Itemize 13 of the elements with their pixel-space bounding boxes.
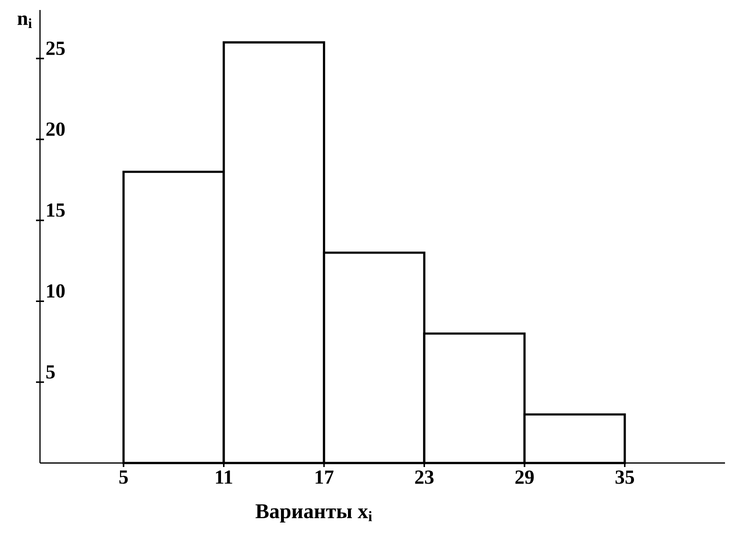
- y-axis-title: n$_{i}$: [18, 16, 32, 28]
- x-axis-title: Варианты x$_{i}$: [256, 504, 372, 523]
- x-tick-label: 11: [216, 470, 232, 484]
- x-tick-label: 23: [415, 470, 434, 484]
- y-tick-label: 15: [47, 203, 65, 217]
- x-tick-label: 29: [515, 470, 534, 484]
- x-tick-label: 17: [316, 470, 334, 484]
- y-tick-label: 10: [47, 284, 65, 298]
- x-tick-label: 5: [119, 470, 128, 484]
- y-tick-label: 20: [46, 122, 65, 136]
- x-tick-label: 35: [616, 470, 634, 484]
- y-tick-label: 25: [46, 42, 65, 56]
- y-tick-label: 5: [46, 365, 55, 379]
